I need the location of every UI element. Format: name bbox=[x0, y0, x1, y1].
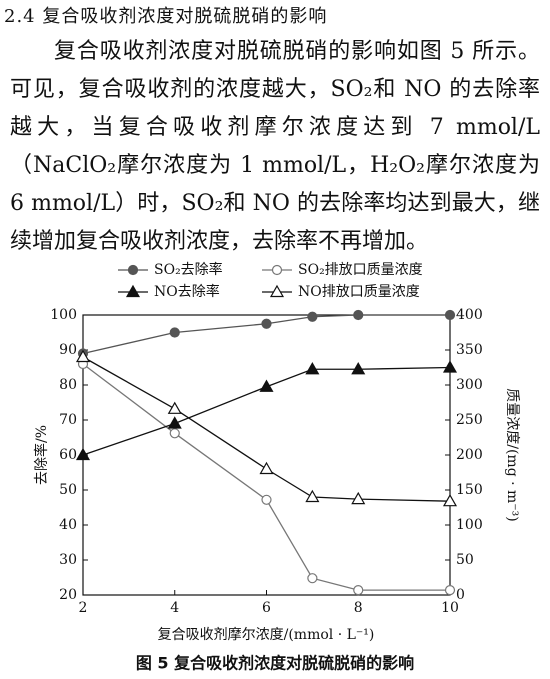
x-tick-label: 2 bbox=[79, 600, 88, 616]
plot-frame bbox=[82, 314, 451, 596]
y2-tick-label: 0 bbox=[456, 587, 465, 603]
marker bbox=[305, 362, 320, 375]
x-tick-label: 10 bbox=[441, 600, 459, 616]
y-tick-label: 100 bbox=[50, 307, 77, 323]
x-tick-label: 8 bbox=[354, 600, 363, 616]
y2-tick-label: 300 bbox=[456, 377, 483, 393]
series-line bbox=[82, 363, 450, 591]
marker bbox=[351, 491, 366, 505]
marker bbox=[305, 489, 320, 503]
legend-label: SO₂去除率 bbox=[154, 261, 223, 278]
y2-tick-label: 400 bbox=[456, 307, 483, 323]
y-tick-label: 50 bbox=[59, 482, 77, 498]
marker bbox=[442, 493, 458, 507]
y-tick-label: 60 bbox=[59, 447, 77, 463]
y-tick-label: 70 bbox=[59, 412, 77, 428]
y-tick-label: 90 bbox=[59, 342, 77, 358]
legend-marker bbox=[125, 284, 141, 298]
y2-tick-label: 250 bbox=[456, 412, 483, 428]
y2-tick-label: 50 bbox=[456, 552, 474, 568]
y-axis-label: 去除率/% bbox=[33, 425, 50, 485]
legend-marker bbox=[127, 264, 139, 276]
y-tick-label: 80 bbox=[59, 377, 77, 393]
y-tick-label: 40 bbox=[59, 517, 77, 533]
x-axis-label: 复合吸收剂摩尔浓度/(mmol · L⁻¹) bbox=[158, 626, 375, 643]
marker bbox=[353, 309, 364, 321]
y-tick-label: 20 bbox=[59, 587, 77, 603]
marker bbox=[75, 349, 91, 363]
x-tick-label: 6 bbox=[262, 600, 271, 616]
legend-marker bbox=[269, 284, 285, 298]
marker bbox=[307, 573, 318, 584]
marker bbox=[353, 585, 364, 596]
y2-tick-label: 100 bbox=[456, 517, 483, 533]
marker bbox=[261, 318, 272, 329]
chart: 复合吸收剂摩尔浓度/(mmol · L⁻¹) 去除率/% 质量浓度/(mg · … bbox=[33, 261, 520, 673]
legend-label: NO排放口质量浓度 bbox=[298, 284, 420, 300]
series-line bbox=[82, 366, 451, 456]
marker bbox=[169, 428, 180, 439]
series-line bbox=[82, 356, 451, 502]
marker bbox=[75, 447, 91, 461]
marker bbox=[169, 327, 180, 338]
paragraph: 复合吸收剂浓度对脱硫脱硝的影响如图 5 所示。可见，复合吸收剂的浓度越大，SO₂… bbox=[10, 39, 540, 254]
section-heading: 2.4 复合吸收剂浓度对脱硫脱硝的影响 bbox=[4, 6, 328, 27]
series-line bbox=[82, 314, 450, 355]
figure-caption: 图 5 复合吸收剂浓度对脱硫脱硝的影响 bbox=[136, 654, 414, 673]
y2-tick-label: 350 bbox=[456, 342, 483, 358]
y-tick-label: 30 bbox=[59, 552, 77, 568]
marker bbox=[444, 585, 456, 596]
legend-label: NO去除率 bbox=[154, 283, 220, 300]
marker bbox=[259, 461, 274, 475]
legend-label: SO₂排放口质量浓度 bbox=[298, 262, 423, 278]
marker bbox=[351, 362, 366, 375]
marker bbox=[261, 494, 272, 505]
marker bbox=[167, 416, 182, 429]
legend-marker bbox=[271, 264, 283, 276]
y2-axis-label: 质量浓度/(mg · m⁻³) bbox=[504, 388, 520, 522]
marker bbox=[259, 379, 274, 392]
marker bbox=[307, 311, 318, 322]
x-tick-label: 4 bbox=[170, 600, 179, 616]
marker bbox=[442, 360, 458, 373]
marker bbox=[167, 401, 182, 414]
marker bbox=[444, 309, 456, 321]
y2-tick-label: 150 bbox=[456, 482, 483, 498]
y2-tick-label: 200 bbox=[456, 447, 483, 463]
